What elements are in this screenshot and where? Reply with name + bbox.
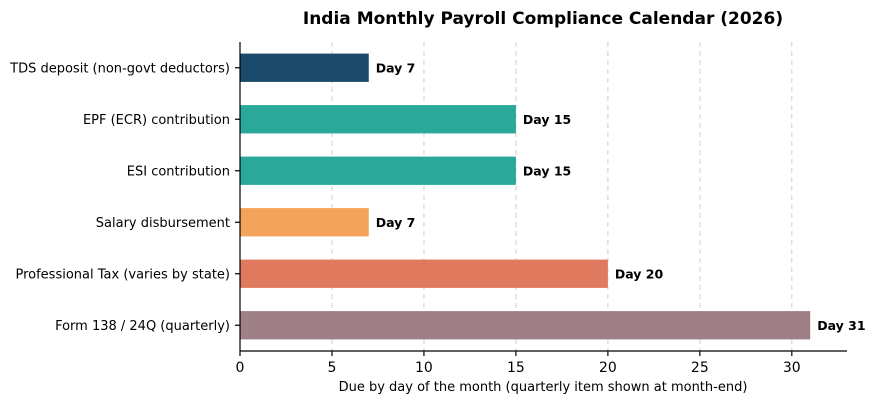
x-tick-label: 5 bbox=[328, 360, 337, 376]
data-label: Day 15 bbox=[523, 112, 571, 127]
data-label: Day 7 bbox=[376, 215, 416, 230]
x-tick-label: 15 bbox=[507, 360, 525, 376]
category-label: EPF (ECR) contribution bbox=[83, 113, 230, 128]
bar bbox=[240, 311, 811, 340]
x-tick-label: 20 bbox=[599, 360, 617, 376]
chart-title: India Monthly Payroll Compliance Calenda… bbox=[303, 9, 783, 29]
data-label: Day 20 bbox=[615, 266, 664, 281]
x-tick-label: 25 bbox=[691, 360, 709, 376]
bar bbox=[240, 259, 608, 288]
category-labels: TDS deposit (non-govt deductors) EPF (ECR… bbox=[9, 61, 230, 334]
bar bbox=[240, 53, 369, 82]
x-tick-label: 10 bbox=[415, 360, 433, 376]
x-tick-label: 0 bbox=[236, 360, 245, 376]
bar bbox=[240, 208, 369, 237]
category-label: ESI contribution bbox=[127, 164, 230, 179]
x-tick-label: 30 bbox=[783, 360, 801, 376]
category-label: Form 138 / 24Q (quarterly) bbox=[55, 319, 230, 334]
bar bbox=[240, 105, 516, 134]
grid-lines bbox=[331, 42, 793, 351]
x-tick-labels: 0 5 10 15 20 25 30 bbox=[236, 360, 801, 376]
data-labels: Day 7 Day 15 Day 15 Day 7 Day 20 Day 31 bbox=[376, 60, 866, 333]
data-label: Day 15 bbox=[523, 163, 571, 178]
data-label: Day 31 bbox=[817, 318, 865, 333]
bars bbox=[240, 53, 811, 340]
category-label: Professional Tax (varies by state) bbox=[15, 267, 230, 282]
category-label: TDS deposit (non-govt deductors) bbox=[9, 61, 230, 76]
x-axis-label: Due by day of the month (quarterly item … bbox=[339, 380, 748, 395]
data-label: Day 7 bbox=[376, 60, 416, 75]
axes bbox=[235, 42, 847, 356]
category-label: Salary disbursement bbox=[96, 216, 230, 231]
bar bbox=[240, 156, 516, 185]
